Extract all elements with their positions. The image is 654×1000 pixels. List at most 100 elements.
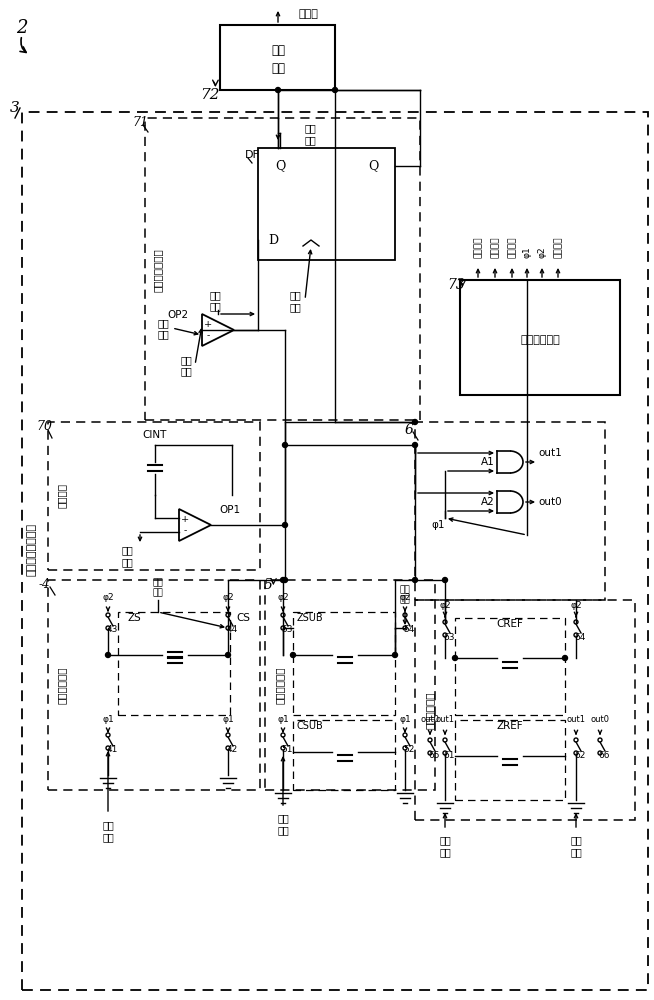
- Text: 时钟信号: 时钟信号: [553, 236, 562, 258]
- Text: 6: 6: [405, 423, 413, 437]
- Text: φ1: φ1: [102, 716, 114, 724]
- Text: 偏移阻抗单元: 偏移阻抗单元: [275, 666, 285, 704]
- Bar: [22, 112, 648, 990]
- Text: 信号: 信号: [304, 135, 316, 145]
- Text: 信号: 信号: [209, 301, 221, 311]
- Text: 运算: 运算: [271, 43, 285, 56]
- Circle shape: [281, 578, 286, 582]
- Bar: [455, 618, 565, 715]
- Circle shape: [453, 656, 458, 660]
- Circle shape: [413, 442, 417, 448]
- Bar: [455, 720, 565, 800]
- Circle shape: [105, 652, 111, 658]
- Text: 62: 62: [574, 750, 586, 760]
- Text: φ2: φ2: [222, 593, 234, 602]
- Text: φ1: φ1: [523, 246, 532, 258]
- Bar: [293, 720, 395, 790]
- Text: Q̄: Q̄: [275, 159, 285, 172]
- Bar: [258, 148, 395, 260]
- Circle shape: [562, 656, 568, 660]
- Text: 输入: 输入: [102, 820, 114, 830]
- Text: ZREF: ZREF: [496, 721, 523, 731]
- Text: 偏移: 偏移: [277, 813, 289, 823]
- Text: 70: 70: [36, 420, 52, 432]
- Text: 43: 43: [107, 626, 118, 635]
- Text: 72: 72: [200, 88, 220, 102]
- Text: out0: out0: [421, 716, 439, 724]
- Text: 偏移信号: 偏移信号: [490, 236, 500, 258]
- Text: 参考: 参考: [121, 545, 133, 555]
- Text: out1: out1: [538, 448, 562, 458]
- Text: 电压: 电压: [157, 329, 169, 339]
- Text: CREF: CREF: [496, 619, 523, 629]
- Text: 71: 71: [132, 115, 148, 128]
- Text: φ1: φ1: [222, 716, 234, 724]
- Circle shape: [275, 88, 281, 93]
- Text: out0: out0: [591, 716, 610, 724]
- Text: φ2: φ2: [439, 601, 451, 610]
- Text: φ1: φ1: [277, 716, 289, 724]
- Text: out0: out0: [538, 497, 562, 507]
- Text: +: +: [181, 515, 189, 524]
- Text: 电压转数码单元: 电压转数码单元: [153, 248, 163, 292]
- Text: DF: DF: [245, 150, 260, 160]
- Text: 参考阻抗单元: 参考阻抗单元: [425, 691, 435, 729]
- Text: 单元: 单元: [271, 62, 285, 75]
- Text: 信号: 信号: [289, 302, 301, 312]
- Bar: [145, 118, 420, 420]
- Circle shape: [332, 88, 337, 93]
- Text: 时钟: 时钟: [289, 290, 301, 300]
- Text: ZS: ZS: [127, 613, 141, 623]
- Text: 阻抗至数字转换器: 阻抗至数字转换器: [27, 524, 37, 576]
- Circle shape: [413, 578, 417, 582]
- Text: ZSUB: ZSUB: [297, 613, 323, 623]
- Text: 参考: 参考: [439, 835, 451, 845]
- Text: 参考信号: 参考信号: [508, 236, 517, 258]
- Circle shape: [226, 652, 230, 658]
- Text: 信号: 信号: [400, 585, 410, 594]
- Text: 2: 2: [16, 19, 27, 37]
- Text: φ2: φ2: [538, 246, 547, 258]
- Circle shape: [283, 578, 288, 582]
- Text: 64: 64: [574, 633, 586, 642]
- Text: 65: 65: [428, 750, 439, 760]
- Text: -: -: [183, 526, 186, 535]
- Text: D: D: [268, 233, 278, 246]
- Text: 66: 66: [598, 750, 610, 760]
- Text: CS: CS: [236, 613, 250, 623]
- Text: A2: A2: [481, 497, 495, 507]
- Text: 3: 3: [10, 101, 20, 115]
- Circle shape: [443, 578, 447, 582]
- Text: 参考: 参考: [400, 595, 410, 604]
- Text: φ2: φ2: [277, 593, 289, 602]
- Text: φ1: φ1: [431, 520, 445, 530]
- Text: 信号: 信号: [439, 847, 451, 857]
- Text: 63: 63: [443, 633, 455, 642]
- Text: Q: Q: [368, 159, 378, 172]
- Text: 51: 51: [281, 746, 293, 754]
- Bar: [118, 612, 230, 715]
- Text: 阻抗值: 阻抗值: [298, 9, 318, 19]
- Text: φ2: φ2: [570, 601, 582, 610]
- Text: 52: 52: [404, 746, 415, 754]
- Text: 73: 73: [447, 278, 465, 292]
- Circle shape: [413, 420, 417, 424]
- Text: 信号: 信号: [121, 557, 133, 567]
- Text: 信号: 信号: [152, 588, 164, 597]
- Text: A1: A1: [481, 457, 495, 467]
- Text: 61: 61: [443, 750, 455, 760]
- Bar: [415, 422, 605, 600]
- Circle shape: [283, 522, 288, 528]
- Bar: [460, 280, 620, 395]
- Bar: [220, 25, 335, 90]
- Text: 信号: 信号: [277, 825, 289, 835]
- Text: 42: 42: [226, 746, 237, 754]
- Bar: [48, 422, 260, 570]
- Text: -: -: [207, 331, 210, 340]
- Text: 41: 41: [107, 746, 118, 754]
- Text: 53: 53: [281, 626, 293, 635]
- Circle shape: [290, 652, 296, 658]
- Bar: [415, 600, 635, 820]
- Text: 数字: 数字: [304, 123, 316, 133]
- Text: 44: 44: [226, 626, 237, 635]
